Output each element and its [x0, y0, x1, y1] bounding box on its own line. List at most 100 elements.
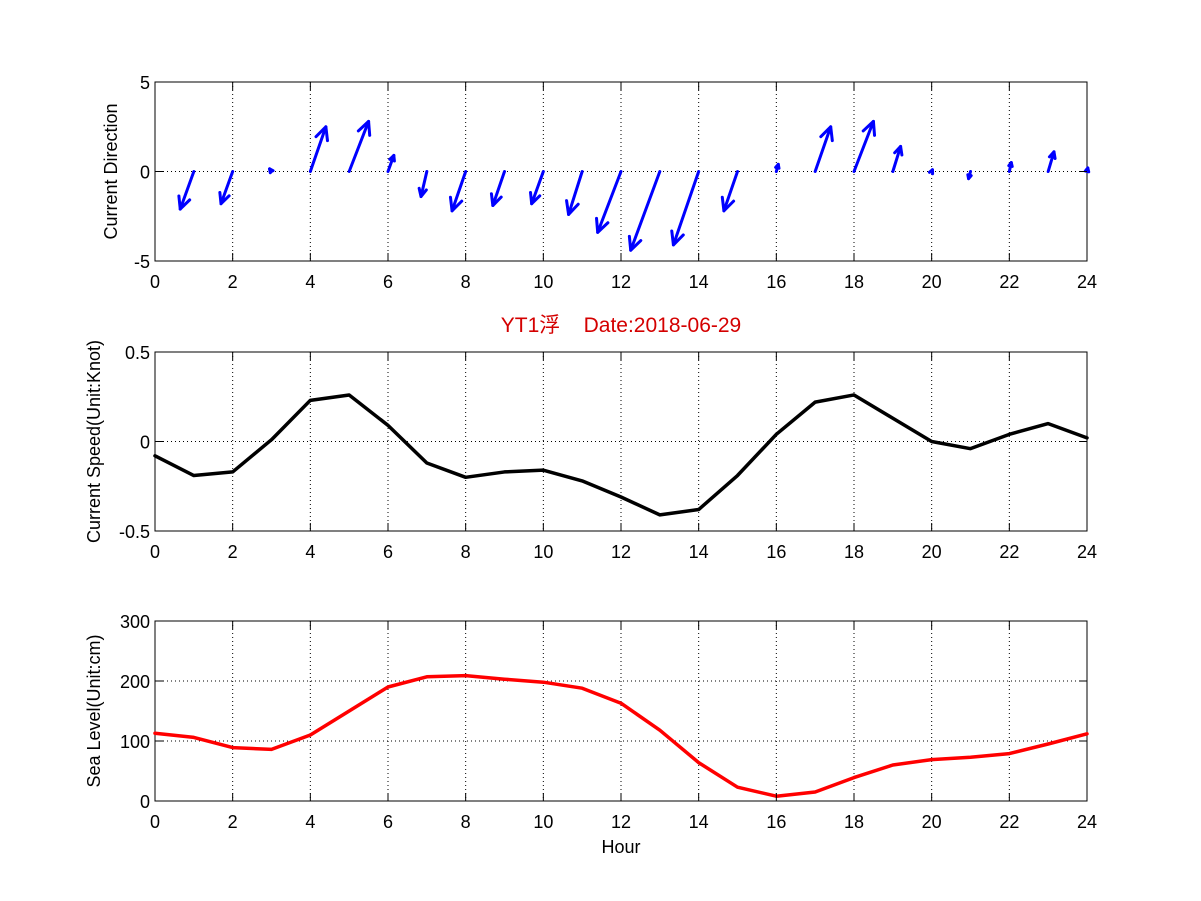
x-tick-label: 4 — [305, 542, 315, 562]
arrow-head — [218, 190, 231, 206]
arrow-head — [529, 190, 542, 206]
vector-arrow — [417, 170, 429, 199]
x-tick-label: 22 — [999, 272, 1019, 292]
arrow-shaft — [419, 170, 429, 199]
vector-arrow — [1083, 166, 1091, 174]
x-tick-label: 12 — [611, 542, 631, 562]
arrow-shaft — [178, 170, 196, 211]
arrow-head — [893, 144, 904, 157]
x-tick-label: 24 — [1077, 812, 1097, 832]
arrow-head — [177, 194, 192, 211]
arrow-head — [1007, 161, 1014, 168]
arrow-head — [388, 153, 396, 163]
x-tick-label: 2 — [228, 542, 238, 562]
y-tick-label: 5 — [140, 73, 150, 93]
x-tick-label: 6 — [383, 542, 393, 562]
arrow-head — [1047, 150, 1057, 160]
arrow-head — [314, 125, 329, 143]
arrow-shaft — [596, 170, 623, 234]
x-tick-label: 24 — [1077, 542, 1097, 562]
x-tick-label: 2 — [228, 272, 238, 292]
arrow-head — [819, 125, 834, 143]
arrow-shaft — [347, 119, 371, 173]
x-tick-label: 4 — [305, 812, 315, 832]
x-tick-label: 14 — [689, 272, 709, 292]
arrow-head — [927, 168, 935, 176]
arrow-head — [595, 216, 610, 234]
arrow-shaft — [308, 125, 328, 173]
x-tick-label: 8 — [461, 812, 471, 832]
x-tick-label: 22 — [999, 812, 1019, 832]
arrow-head — [417, 186, 428, 199]
arrow-shaft — [671, 170, 701, 247]
vector-arrow — [720, 170, 739, 213]
arrow-head — [448, 195, 464, 213]
x-axis-label: Hour — [601, 837, 640, 857]
x-tick-label: 0 — [150, 542, 160, 562]
arrow-shaft — [567, 170, 584, 216]
arrow-head — [489, 192, 503, 208]
y-tick-label: -0.5 — [119, 522, 150, 542]
x-tick-label: 8 — [461, 272, 471, 292]
arrow-shaft — [813, 125, 833, 173]
vector-arrow — [489, 170, 506, 208]
x-tick-label: 16 — [766, 542, 786, 562]
x-tick-label: 18 — [844, 542, 864, 562]
x-tick-label: 14 — [689, 812, 709, 832]
arrow-head — [774, 162, 781, 170]
vector-arrow — [966, 170, 973, 181]
x-tick-label: 14 — [689, 542, 709, 562]
arrow-head — [356, 119, 372, 137]
x-tick-label: 8 — [461, 542, 471, 562]
arrow-shaft — [852, 119, 875, 173]
x-tick-label: 4 — [305, 272, 315, 292]
vector-arrow — [927, 168, 935, 176]
y-axis-label: Current Speed(Unit:Knot) — [84, 340, 104, 543]
arrow-shaft — [722, 170, 739, 213]
arrow-head — [670, 229, 685, 247]
x-tick-label: 0 — [150, 812, 160, 832]
x-tick-label: 24 — [1077, 272, 1097, 292]
vector-arrow — [627, 170, 662, 252]
x-tick-label: 18 — [844, 272, 864, 292]
arrow-head — [966, 173, 973, 181]
y-tick-label: 0 — [140, 433, 150, 453]
vector-arrow — [347, 119, 372, 173]
y-axis-label: Sea Level(Unit:cm) — [84, 634, 104, 787]
vector-arrow — [177, 170, 196, 211]
arrow-shaft — [219, 170, 235, 206]
y-tick-label: 200 — [120, 672, 150, 692]
vector-arrow — [308, 125, 329, 173]
x-tick-label: 20 — [922, 542, 942, 562]
x-tick-label: 18 — [844, 812, 864, 832]
x-tick-label: 10 — [533, 812, 553, 832]
x-tick-label: 16 — [766, 272, 786, 292]
x-tick-label: 22 — [999, 542, 1019, 562]
x-tick-label: 20 — [922, 272, 942, 292]
arrow-head — [720, 195, 736, 213]
y-tick-label: 0 — [140, 163, 150, 183]
vector-arrow — [813, 125, 834, 173]
x-tick-label: 2 — [228, 812, 238, 832]
x-tick-label: 6 — [383, 272, 393, 292]
vector-arrow — [268, 167, 275, 175]
y-tick-label: 0 — [140, 792, 150, 812]
vector-arrow — [595, 170, 623, 234]
vector-arrow — [852, 119, 877, 173]
x-tick-label: 10 — [533, 542, 553, 562]
y-tick-label: 100 — [120, 732, 150, 752]
y-tick-label: 0.5 — [125, 343, 150, 363]
x-tick-label: 0 — [150, 272, 160, 292]
arrow-head — [861, 119, 877, 137]
y-tick-label: -5 — [134, 252, 150, 272]
y-tick-label: 300 — [120, 612, 150, 632]
arrow-head — [565, 199, 580, 216]
vector-arrow — [1046, 150, 1057, 173]
vector-arrow — [386, 153, 396, 173]
vector-arrow — [670, 170, 701, 247]
plot-area — [154, 620, 1088, 802]
